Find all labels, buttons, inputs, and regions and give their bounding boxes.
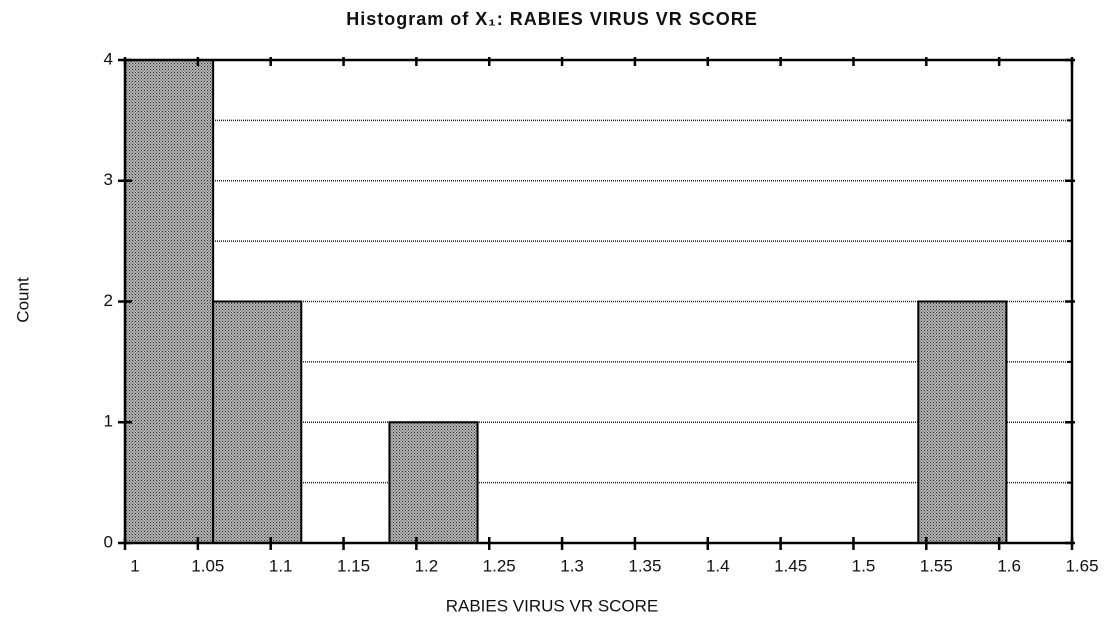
x-tick-label: 1.65 xyxy=(1065,556,1098,575)
y-tick-label: 2 xyxy=(104,291,113,310)
x-tick-label: 1.25 xyxy=(483,556,516,575)
x-tick-label: 1.45 xyxy=(774,556,807,575)
x-tick-label: 1.4 xyxy=(706,556,730,575)
x-axis-label: RABIES VIRUS VR SCORE xyxy=(446,596,659,615)
x-tick-label: 1.55 xyxy=(920,556,953,575)
x-tick-label: 1.1 xyxy=(269,556,293,575)
x-tick-label: 1.2 xyxy=(415,556,439,575)
chart-title: Histogram of X₁: RABIES VIRUS VR SCORE xyxy=(346,9,758,29)
x-tick-label: 1.35 xyxy=(628,556,661,575)
y-tick-label: 0 xyxy=(104,532,113,551)
x-tick-label: 1.5 xyxy=(852,556,876,575)
bar xyxy=(917,300,1008,544)
y-tick-label: 1 xyxy=(104,412,113,431)
y-tick-label: 3 xyxy=(104,170,113,189)
x-tick-label: 1.05 xyxy=(191,556,224,575)
x-tick-label: 1.6 xyxy=(997,556,1021,575)
y-tick-label: 4 xyxy=(104,49,113,68)
y-axis-label: Count xyxy=(13,277,32,323)
bar xyxy=(212,300,303,544)
bar xyxy=(124,59,215,544)
x-tick-label: 1.15 xyxy=(337,556,370,575)
bar xyxy=(388,421,479,544)
x-tick-label: 1 xyxy=(130,556,139,575)
x-tick-label: 1.3 xyxy=(560,556,584,575)
